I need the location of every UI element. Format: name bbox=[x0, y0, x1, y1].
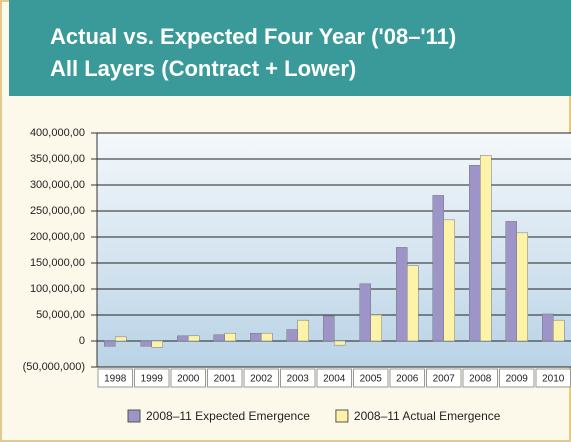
bar bbox=[297, 319, 309, 342]
bar bbox=[286, 329, 298, 342]
y-tick-label: (50,000,000) bbox=[23, 361, 85, 373]
bar bbox=[334, 340, 346, 346]
bar bbox=[516, 232, 528, 342]
x-label-box bbox=[280, 368, 316, 388]
x-tick-label: 2008 bbox=[469, 374, 492, 385]
y-tick-label: 400,000,00 bbox=[30, 127, 85, 139]
bar bbox=[480, 155, 492, 342]
x-tick-label: 2005 bbox=[360, 374, 383, 385]
bar bbox=[188, 335, 200, 342]
bar bbox=[213, 334, 225, 342]
x-label-box bbox=[426, 368, 462, 388]
x-tick-label: 2004 bbox=[323, 374, 346, 385]
x-label-box bbox=[207, 368, 243, 388]
y-tick-label: 100,000,00 bbox=[30, 283, 85, 295]
x-tick-label: 2002 bbox=[250, 374, 273, 385]
bar bbox=[177, 335, 189, 342]
x-tick-label: 2007 bbox=[433, 374, 456, 385]
bar bbox=[104, 340, 116, 347]
x-label-box bbox=[462, 368, 498, 388]
chart-subtitle: All Layers (Contract + Lower) bbox=[50, 56, 356, 81]
x-label-box bbox=[353, 368, 389, 388]
bar bbox=[407, 265, 419, 342]
x-tick-label: 2006 bbox=[396, 374, 419, 385]
bar bbox=[469, 164, 481, 342]
x-label-box bbox=[389, 368, 425, 388]
header-band bbox=[9, 0, 571, 96]
x-label-box bbox=[243, 368, 279, 388]
legend-label: 2008–11 Actual Emergence bbox=[354, 409, 501, 423]
bar bbox=[553, 319, 565, 342]
x-tick-label: 1999 bbox=[141, 374, 164, 385]
bar bbox=[115, 336, 127, 342]
legend-label: 2008–11 Expected Emergence bbox=[146, 409, 310, 423]
y-tick-label: 0 bbox=[79, 335, 85, 347]
bar bbox=[542, 313, 554, 342]
y-tick-label: 200,000,00 bbox=[30, 231, 85, 243]
bar bbox=[140, 340, 152, 347]
bar bbox=[443, 219, 455, 342]
bar bbox=[224, 332, 236, 342]
y-tick-label: 250,000,00 bbox=[30, 205, 85, 217]
x-label-box bbox=[170, 368, 206, 388]
x-tick-label: 1998 bbox=[104, 374, 127, 385]
x-label-box bbox=[316, 368, 352, 388]
x-tick-label: 2000 bbox=[177, 374, 200, 385]
x-tick-label: 2001 bbox=[214, 374, 237, 385]
y-tick-label: 150,000,00 bbox=[30, 257, 85, 269]
bar bbox=[396, 247, 408, 342]
bar bbox=[261, 332, 273, 342]
bar bbox=[432, 195, 444, 342]
y-tick-label: 300,000,00 bbox=[30, 179, 85, 191]
bar bbox=[323, 315, 335, 342]
x-label-box bbox=[499, 368, 535, 388]
x-label-box bbox=[134, 368, 170, 388]
bar bbox=[370, 314, 382, 342]
y-tick-label: 350,000,00 bbox=[30, 153, 85, 165]
bar bbox=[151, 340, 163, 348]
legend-swatch bbox=[335, 409, 349, 423]
bar bbox=[250, 332, 262, 342]
bar bbox=[505, 221, 517, 342]
legend-swatch bbox=[127, 409, 141, 423]
x-label-box bbox=[97, 368, 133, 388]
x-tick-label: 2003 bbox=[287, 374, 310, 385]
x-tick-label: 2010 bbox=[542, 374, 565, 385]
y-tick-label: 50,000,00 bbox=[36, 309, 85, 321]
bar bbox=[359, 283, 371, 342]
chart-title: Actual vs. Expected Four Year ('08–'11) bbox=[50, 24, 456, 49]
x-tick-label: 2009 bbox=[506, 374, 529, 385]
